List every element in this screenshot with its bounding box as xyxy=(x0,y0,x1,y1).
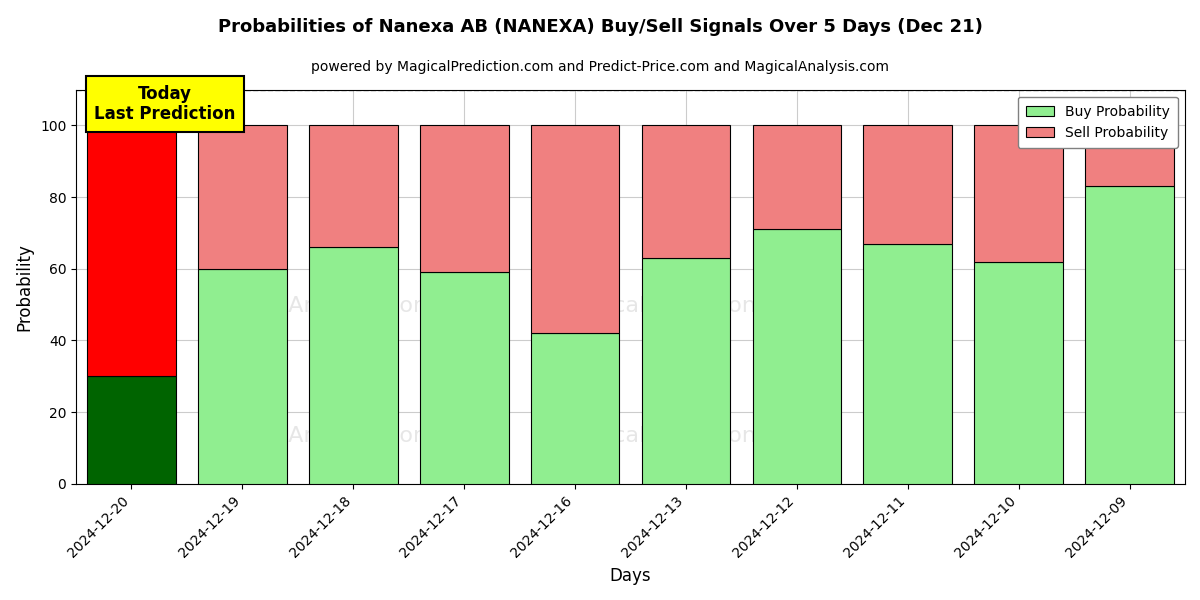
Bar xyxy=(864,244,952,484)
Bar xyxy=(1085,125,1174,187)
X-axis label: Days: Days xyxy=(610,567,652,585)
Bar xyxy=(1085,187,1174,484)
Bar xyxy=(198,125,287,269)
Bar xyxy=(308,125,397,247)
Text: Today
Last Prediction: Today Last Prediction xyxy=(94,85,235,124)
Bar xyxy=(974,125,1063,262)
Legend: Buy Probability, Sell Probability: Buy Probability, Sell Probability xyxy=(1018,97,1178,148)
Bar xyxy=(752,229,841,484)
Bar xyxy=(420,272,509,484)
Bar xyxy=(642,125,731,258)
Bar xyxy=(530,125,619,333)
Text: MagicalAnalysis.com: MagicalAnalysis.com xyxy=(204,427,436,446)
Bar xyxy=(88,376,176,484)
Text: powered by MagicalPrediction.com and Predict-Price.com and MagicalAnalysis.com: powered by MagicalPrediction.com and Pre… xyxy=(311,60,889,74)
Bar xyxy=(974,262,1063,484)
Text: Probabilities of Nanexa AB (NANEXA) Buy/Sell Signals Over 5 Days (Dec 21): Probabilities of Nanexa AB (NANEXA) Buy/… xyxy=(217,18,983,36)
Bar xyxy=(198,269,287,484)
Bar xyxy=(420,125,509,272)
Text: MagicalPrediction.com: MagicalPrediction.com xyxy=(560,427,811,446)
Bar xyxy=(864,125,952,244)
Bar xyxy=(642,258,731,484)
Bar xyxy=(752,125,841,229)
Bar xyxy=(88,125,176,376)
Bar xyxy=(308,247,397,484)
Text: MagicalPrediction.com: MagicalPrediction.com xyxy=(560,296,811,316)
Y-axis label: Probability: Probability xyxy=(14,243,32,331)
Bar xyxy=(530,333,619,484)
Text: MagicalAnalysis.com: MagicalAnalysis.com xyxy=(204,296,436,316)
